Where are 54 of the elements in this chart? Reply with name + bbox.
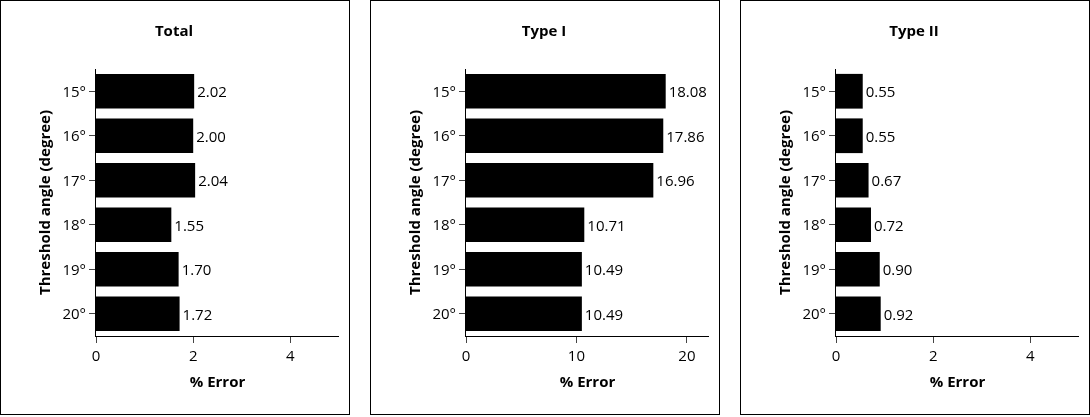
data-label: 0.67: [871, 170, 902, 191]
x-tick-label: 10: [567, 345, 586, 365]
y-tick-label: 17°: [432, 169, 456, 190]
data-label: 2.00: [196, 125, 226, 146]
data-label: 1.70: [181, 259, 212, 280]
y-tick-label: 19°: [432, 258, 456, 279]
data-label: 17.86: [666, 125, 705, 146]
data-label: 1.55: [174, 214, 204, 235]
data-label: 0.92: [883, 303, 914, 324]
y-tick-label: 16°: [432, 125, 456, 145]
x-tick-label: 0: [461, 345, 471, 365]
x-tick-label: 2: [188, 345, 198, 365]
data-label: 0.72: [873, 214, 904, 235]
y-tick-label: 20°: [432, 303, 456, 323]
data-label: 2.04: [198, 170, 229, 191]
y-tick-label: 16°: [802, 125, 826, 145]
x-tick-label: 2: [928, 345, 938, 365]
data-label: 0.90: [882, 259, 913, 280]
data-label: 18.08: [668, 81, 707, 102]
y-axis-title: Threshold angle (degree): [33, 109, 54, 296]
y-tick-label: 18°: [802, 214, 826, 234]
data-label: 0.55: [865, 81, 896, 102]
data-label: 16.96: [656, 170, 695, 191]
x-axis-title: % Error: [189, 371, 246, 391]
data-label: 2.02: [197, 81, 227, 102]
y-tick-label: 20°: [802, 303, 826, 323]
x-tick-label: 0: [91, 345, 101, 365]
data-label: 1.72: [182, 303, 213, 324]
x-tick-label: 0: [831, 345, 841, 365]
x-axis-title: % Error: [559, 371, 616, 391]
chart-title: Type II: [889, 20, 939, 41]
y-tick-label: 19°: [62, 258, 86, 279]
data-label: 10.49: [584, 259, 624, 280]
chart-title: Type I: [521, 20, 567, 41]
chart-title: Total: [154, 20, 194, 41]
y-tick-label: 16°: [62, 125, 86, 145]
y-tick-label: 19°: [802, 258, 826, 279]
y-tick-label: 20°: [62, 303, 86, 323]
y-tick-label: 15°: [802, 80, 826, 101]
x-tick-label: 4: [286, 345, 296, 365]
y-tick-label: 18°: [432, 214, 456, 234]
y-axis-title: Threshold angle (degree): [403, 109, 424, 296]
y-tick-label: 15°: [432, 80, 456, 101]
y-tick-label: 17°: [802, 169, 826, 190]
y-tick-label: 18°: [62, 214, 86, 234]
data-label: 10.49: [584, 303, 624, 324]
x-tick-label: 4: [1026, 345, 1036, 365]
data-label: 0.55: [865, 125, 896, 146]
x-tick-label: 20: [678, 345, 696, 365]
x-axis-title: % Error: [929, 371, 986, 391]
y-tick-label: 15°: [62, 80, 86, 101]
y-tick-label: 17°: [62, 169, 86, 190]
data-label: 10.71: [587, 214, 626, 235]
y-axis-title: Threshold angle (degree): [773, 109, 794, 296]
